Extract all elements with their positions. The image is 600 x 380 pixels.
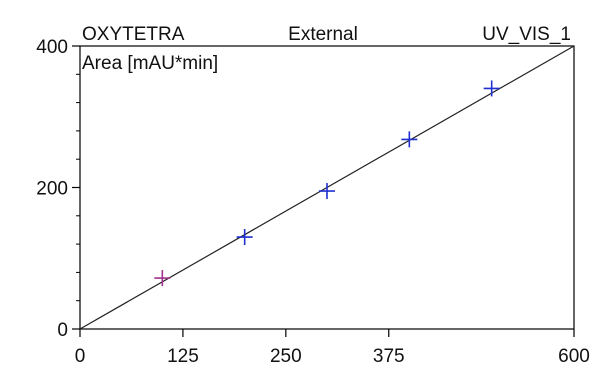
header-center: External xyxy=(288,24,358,45)
header-right: UV_VIS_1 xyxy=(482,24,571,45)
y-tick-label: 0 xyxy=(57,320,68,341)
data-point xyxy=(483,80,500,97)
x-tick-label: 125 xyxy=(167,346,199,367)
y-tick-label: 400 xyxy=(36,37,68,58)
chart-marks: 0 125 250 375 600 0 200 400 xyxy=(36,37,590,367)
header-left: OXYTETRA xyxy=(82,24,185,45)
y-tick-label: 200 xyxy=(36,179,68,200)
data-point xyxy=(401,131,418,148)
x-tick-label: 375 xyxy=(373,346,405,367)
data-point xyxy=(154,270,171,287)
data-point xyxy=(236,229,253,246)
x-tick-label: 250 xyxy=(270,346,302,367)
x-tick-label: 0 xyxy=(75,346,86,367)
x-tick-label: 600 xyxy=(558,346,590,367)
data-point xyxy=(319,183,335,200)
y-axis-label: Area [mAU*min] xyxy=(82,53,218,74)
